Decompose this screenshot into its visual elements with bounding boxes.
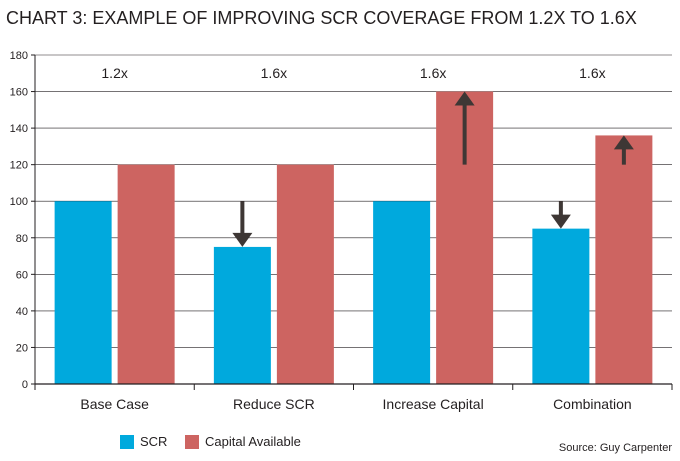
arrow-head	[550, 214, 571, 229]
bars	[54, 91, 653, 385]
arrow-up	[613, 135, 634, 165]
labels: 0 20 40 60 80 100 120 140 160 180 Base Case 1.2x Red…	[10, 50, 632, 412]
arrow-head	[232, 232, 253, 247]
y-tick-label: 40	[16, 306, 28, 318]
arrow-down	[232, 201, 253, 247]
y-tick-label: 60	[16, 269, 28, 281]
y-tick-label: 140	[10, 123, 28, 135]
arrow-up	[454, 91, 475, 165]
bar-capital-available	[276, 164, 334, 384]
coverage-ratio-label: 1.6x	[261, 65, 287, 81]
legend-swatch	[185, 435, 199, 449]
x-tick-label: Combination	[553, 396, 632, 412]
bar-capital-available	[595, 135, 653, 384]
source-note: Source: Guy Carpenter	[559, 442, 672, 454]
legend-swatch	[120, 435, 134, 449]
bar-scr	[54, 201, 112, 384]
change-arrows	[232, 91, 634, 247]
legend-label: Capital Available	[205, 434, 301, 449]
x-tick-label: Base Case	[80, 396, 149, 412]
coverage-ratio-label: 1.6x	[579, 65, 605, 81]
axes	[31, 54, 673, 390]
arrow-down	[550, 201, 571, 229]
chart-title: CHART 3: EXAMPLE OF IMPROVING SCR COVERA…	[6, 8, 637, 28]
legend-item: SCR	[120, 434, 167, 449]
arrow-head	[613, 135, 634, 150]
y-tick-label: 120	[10, 160, 28, 172]
y-tick-label: 20	[16, 342, 28, 354]
legend: SCR Capital Available	[120, 434, 301, 449]
y-tick-label: 0	[22, 379, 28, 391]
legend-label: SCR	[140, 434, 167, 449]
coverage-ratio-label: 1.6x	[420, 65, 446, 81]
y-tick-label: 100	[10, 196, 28, 208]
arrow-head	[454, 91, 475, 106]
x-tick-label: Increase Capital	[383, 396, 484, 412]
y-tick-label: 160	[10, 87, 28, 99]
bar-scr	[373, 201, 431, 384]
coverage-ratio-label: 1.2x	[101, 65, 127, 81]
bar-capital-available	[117, 164, 175, 384]
y-tick-label: 180	[10, 50, 28, 62]
bar-scr	[532, 228, 590, 384]
legend-item: Capital Available	[185, 434, 301, 449]
y-tick-label: 80	[16, 233, 28, 245]
x-tick-label: Reduce SCR	[233, 396, 315, 412]
bar-scr	[213, 246, 271, 384]
